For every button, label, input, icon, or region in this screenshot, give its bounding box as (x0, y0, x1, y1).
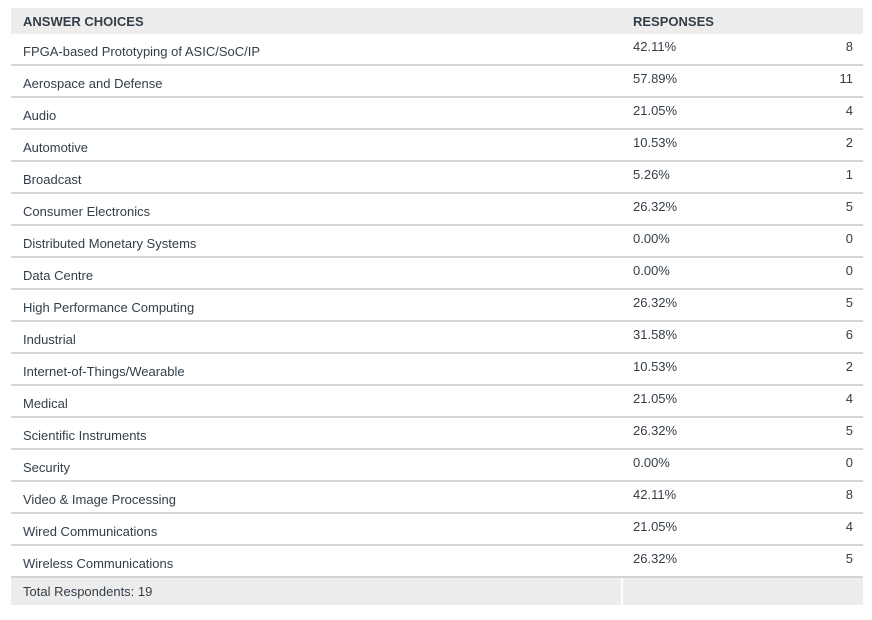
total-respondents: Total Respondents: 19 (23, 584, 153, 599)
table-row: Aerospace and Defense 57.89% 11 (11, 66, 863, 98)
response-count: 0 (845, 455, 853, 470)
response-count: 0 (845, 263, 853, 278)
table-row: Distributed Monetary Systems 0.00% 0 (11, 226, 863, 258)
response-cell: 26.32% 5 (623, 418, 863, 448)
response-cell: 5.26% 1 (623, 162, 863, 192)
response-cell: 57.89% 11 (623, 66, 863, 96)
response-cell: 0.00% 0 (623, 450, 863, 480)
response-percent: 26.32% (633, 295, 678, 310)
response-cell: 26.32% 5 (623, 194, 863, 224)
response-count: 4 (845, 519, 853, 534)
answer-choice: Broadcast (23, 172, 82, 187)
answer-choice: Industrial (23, 332, 76, 347)
answer-choice: Aerospace and Defense (23, 76, 163, 91)
table-row: FPGA-based Prototyping of ASIC/SoC/IP 42.… (11, 34, 863, 66)
response-percent: 26.32% (633, 199, 678, 214)
table-row: Broadcast 5.26% 1 (11, 162, 863, 194)
table-row: Wireless Communications 26.32% 5 (11, 546, 863, 578)
response-cell: 21.05% 4 (623, 98, 863, 128)
responses-table: ANSWER CHOICES RESPONSES FPGA-based Prot… (11, 8, 863, 605)
response-cell: 42.11% 8 (623, 34, 863, 64)
table-row: Consumer Electronics 26.32% 5 (11, 194, 863, 226)
footer-empty-cell (621, 578, 861, 605)
table-row: Scientific Instruments 26.32% 5 (11, 418, 863, 450)
response-percent: 42.11% (633, 39, 677, 54)
table-row: Video & Image Processing 42.11% 8 (11, 482, 863, 514)
response-cell: 42.11% 8 (623, 482, 863, 512)
response-cell: 0.00% 0 (623, 258, 863, 288)
response-percent: 57.89% (633, 71, 678, 86)
response-count: 2 (845, 359, 853, 374)
answer-choice: Data Centre (23, 268, 94, 283)
answer-choice: Wired Communications (23, 524, 158, 539)
response-count: 8 (845, 487, 853, 502)
response-percent: 42.11% (633, 487, 677, 502)
table-row: Data Centre 0.00% 0 (11, 258, 863, 290)
answer-choice: Consumer Electronics (23, 204, 151, 219)
header-responses: RESPONSES (623, 8, 863, 34)
response-count: 2 (845, 135, 853, 150)
response-cell: 26.32% 5 (623, 546, 863, 576)
table-header: ANSWER CHOICES RESPONSES (11, 8, 863, 34)
response-percent: 26.32% (633, 423, 678, 438)
response-count: 5 (845, 295, 853, 310)
response-count: 1 (845, 167, 853, 182)
response-cell: 31.58% 6 (623, 322, 863, 352)
header-answer-choices: ANSWER CHOICES (23, 13, 144, 29)
answer-choice: Internet-of-Things/Wearable (23, 364, 185, 379)
response-count: 0 (845, 231, 853, 246)
response-percent: 0.00% (633, 231, 670, 246)
response-percent: 21.05% (633, 103, 678, 118)
table-row: High Performance Computing 26.32% 5 (11, 290, 863, 322)
response-cell: 21.05% 4 (623, 514, 863, 544)
response-count: 4 (845, 103, 853, 118)
response-percent: 31.58% (633, 327, 678, 342)
response-cell: 0.00% 0 (623, 226, 863, 256)
table-row: Automotive 10.53% 2 (11, 130, 863, 162)
response-cell: 21.05% 4 (623, 386, 863, 416)
table-row: Industrial 31.58% 6 (11, 322, 863, 354)
answer-choice: Distributed Monetary Systems (23, 236, 197, 251)
table-row: Medical 21.05% 4 (11, 386, 863, 418)
response-percent: 10.53% (633, 359, 678, 374)
response-percent: 21.05% (633, 391, 678, 406)
response-percent: 10.53% (633, 135, 678, 150)
response-count: 11 (839, 71, 854, 86)
response-count: 5 (845, 199, 853, 214)
table-row: Security 0.00% 0 (11, 450, 863, 482)
response-count: 6 (845, 327, 853, 342)
answer-choice: FPGA-based Prototyping of ASIC/SoC/IP (23, 44, 261, 59)
answer-choice: Security (23, 460, 70, 475)
response-percent: 26.32% (633, 551, 678, 566)
table-footer: Total Respondents: 19 (11, 578, 863, 605)
answer-choice: Automotive (23, 140, 89, 155)
table-row: Audio 21.05% 4 (11, 98, 863, 130)
response-percent: 0.00% (633, 455, 670, 470)
table-row: Internet-of-Things/Wearable 10.53% 2 (11, 354, 863, 386)
answer-choice: Video & Image Processing (23, 492, 176, 507)
response-percent: 5.26% (633, 167, 670, 182)
answer-choice: Scientific Instruments (23, 428, 147, 443)
answer-choice: Medical (23, 396, 68, 411)
response-count: 5 (845, 423, 853, 438)
response-percent: 0.00% (633, 263, 670, 278)
answer-choice: Audio (23, 108, 57, 123)
answer-choice: Wireless Communications (23, 556, 174, 571)
response-count: 5 (845, 551, 853, 566)
response-cell: 26.32% 5 (623, 290, 863, 320)
response-cell: 10.53% 2 (623, 130, 863, 160)
table-row: Wired Communications 21.05% 4 (11, 514, 863, 546)
response-cell: 10.53% 2 (623, 354, 863, 384)
response-count: 8 (845, 39, 853, 54)
answer-choice: High Performance Computing (23, 300, 195, 315)
response-count: 4 (845, 391, 853, 406)
response-percent: 21.05% (633, 519, 678, 534)
